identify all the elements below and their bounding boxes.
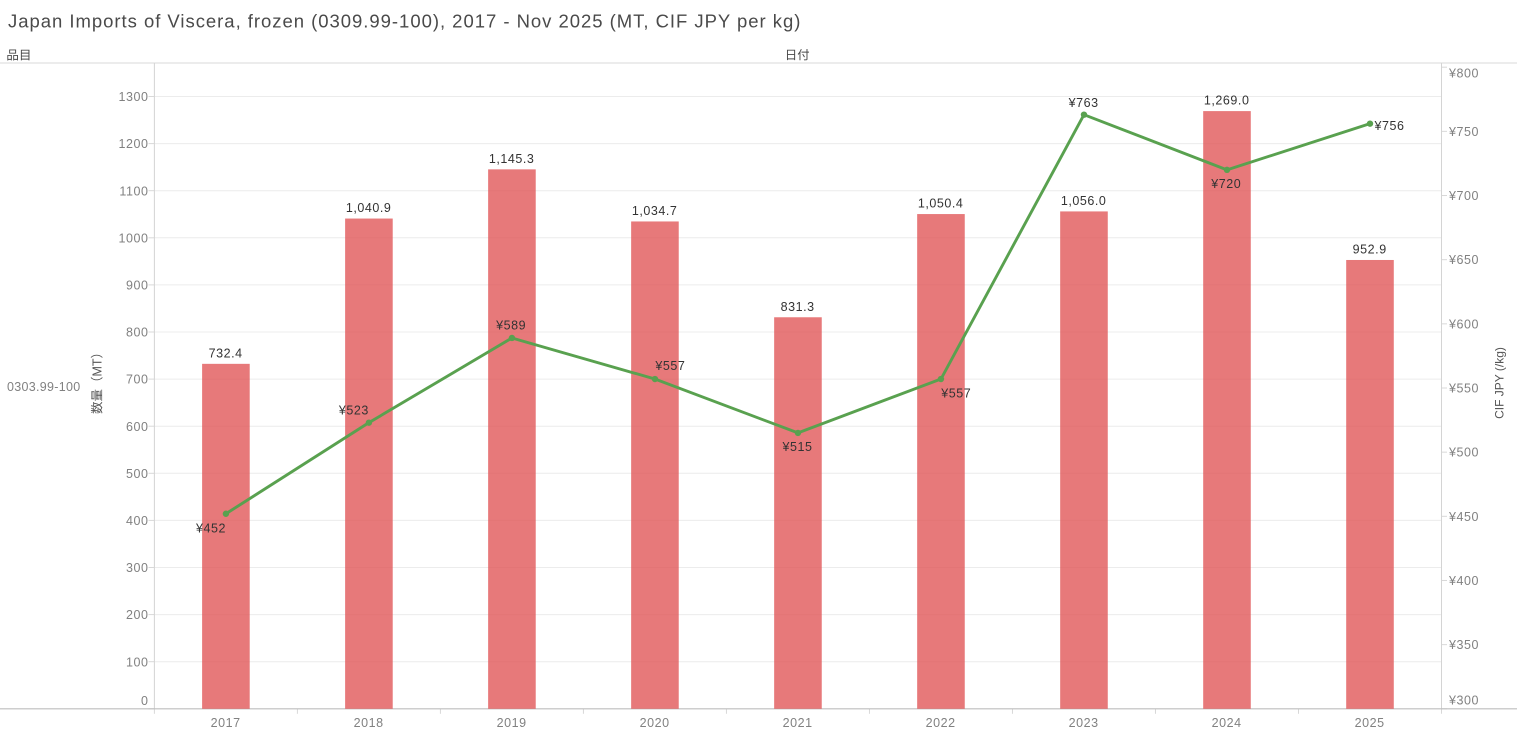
svg-text:1,145.3: 1,145.3 [489,152,535,166]
svg-text:100: 100 [126,655,149,669]
svg-text:¥800: ¥800 [1448,66,1479,80]
svg-text:700: 700 [126,373,149,387]
svg-text:2017: 2017 [211,716,241,730]
svg-text:¥400: ¥400 [1448,574,1479,588]
svg-text:¥557: ¥557 [654,359,685,373]
svg-text:2018: 2018 [354,716,384,730]
svg-text:900: 900 [126,278,149,292]
svg-text:800: 800 [126,326,149,340]
svg-text:2024: 2024 [1212,716,1242,730]
svg-text:¥557: ¥557 [940,387,971,401]
svg-text:¥300: ¥300 [1448,694,1479,708]
svg-text:CIF JPY (/kg): CIF JPY (/kg) [1493,347,1507,419]
svg-text:732.4: 732.4 [209,346,243,360]
svg-text:1300: 1300 [118,90,148,104]
svg-text:¥500: ¥500 [1448,446,1479,460]
svg-text:1,040.9: 1,040.9 [346,201,392,215]
svg-text:0: 0 [141,694,149,708]
svg-text:2021: 2021 [783,716,813,730]
svg-text:1,056.0: 1,056.0 [1061,194,1107,208]
svg-text:¥720: ¥720 [1210,177,1241,191]
svg-text:¥450: ¥450 [1448,510,1479,524]
svg-text:¥763: ¥763 [1068,96,1099,110]
svg-text:Japan Imports of Viscera, froz: Japan Imports of Viscera, frozen (0309.9… [8,10,801,31]
svg-text:¥523: ¥523 [338,404,369,418]
svg-text:600: 600 [126,420,149,434]
svg-text:¥550: ¥550 [1448,382,1479,396]
svg-text:0303.99-100: 0303.99-100 [7,380,81,394]
svg-text:300: 300 [126,561,149,575]
svg-text:¥650: ¥650 [1448,253,1479,267]
svg-text:831.3: 831.3 [781,300,815,314]
svg-text:1200: 1200 [118,137,148,151]
svg-text:¥589: ¥589 [495,319,526,333]
svg-text:1,050.4: 1,050.4 [918,197,964,211]
svg-text:1,269.0: 1,269.0 [1204,94,1250,108]
svg-text:1000: 1000 [118,231,148,245]
svg-text:¥452: ¥452 [195,522,226,536]
svg-text:¥350: ¥350 [1448,638,1479,652]
svg-text:2020: 2020 [640,716,670,730]
svg-text:500: 500 [126,467,149,481]
svg-text:2019: 2019 [497,716,527,730]
svg-text:400: 400 [126,514,149,528]
svg-text:¥750: ¥750 [1448,125,1479,139]
svg-text:1,034.7: 1,034.7 [632,204,678,218]
svg-text:952.9: 952.9 [1353,243,1387,257]
svg-text:¥600: ¥600 [1448,317,1479,331]
svg-text:¥756: ¥756 [1373,119,1404,133]
svg-text:2022: 2022 [926,716,956,730]
svg-text:200: 200 [126,608,149,622]
svg-text:¥700: ¥700 [1448,189,1479,203]
svg-text:1100: 1100 [119,184,148,198]
svg-text:¥515: ¥515 [781,440,812,454]
svg-text:2023: 2023 [1069,716,1099,730]
svg-text:MT: MT [90,358,104,376]
svg-text:2025: 2025 [1355,716,1385,730]
